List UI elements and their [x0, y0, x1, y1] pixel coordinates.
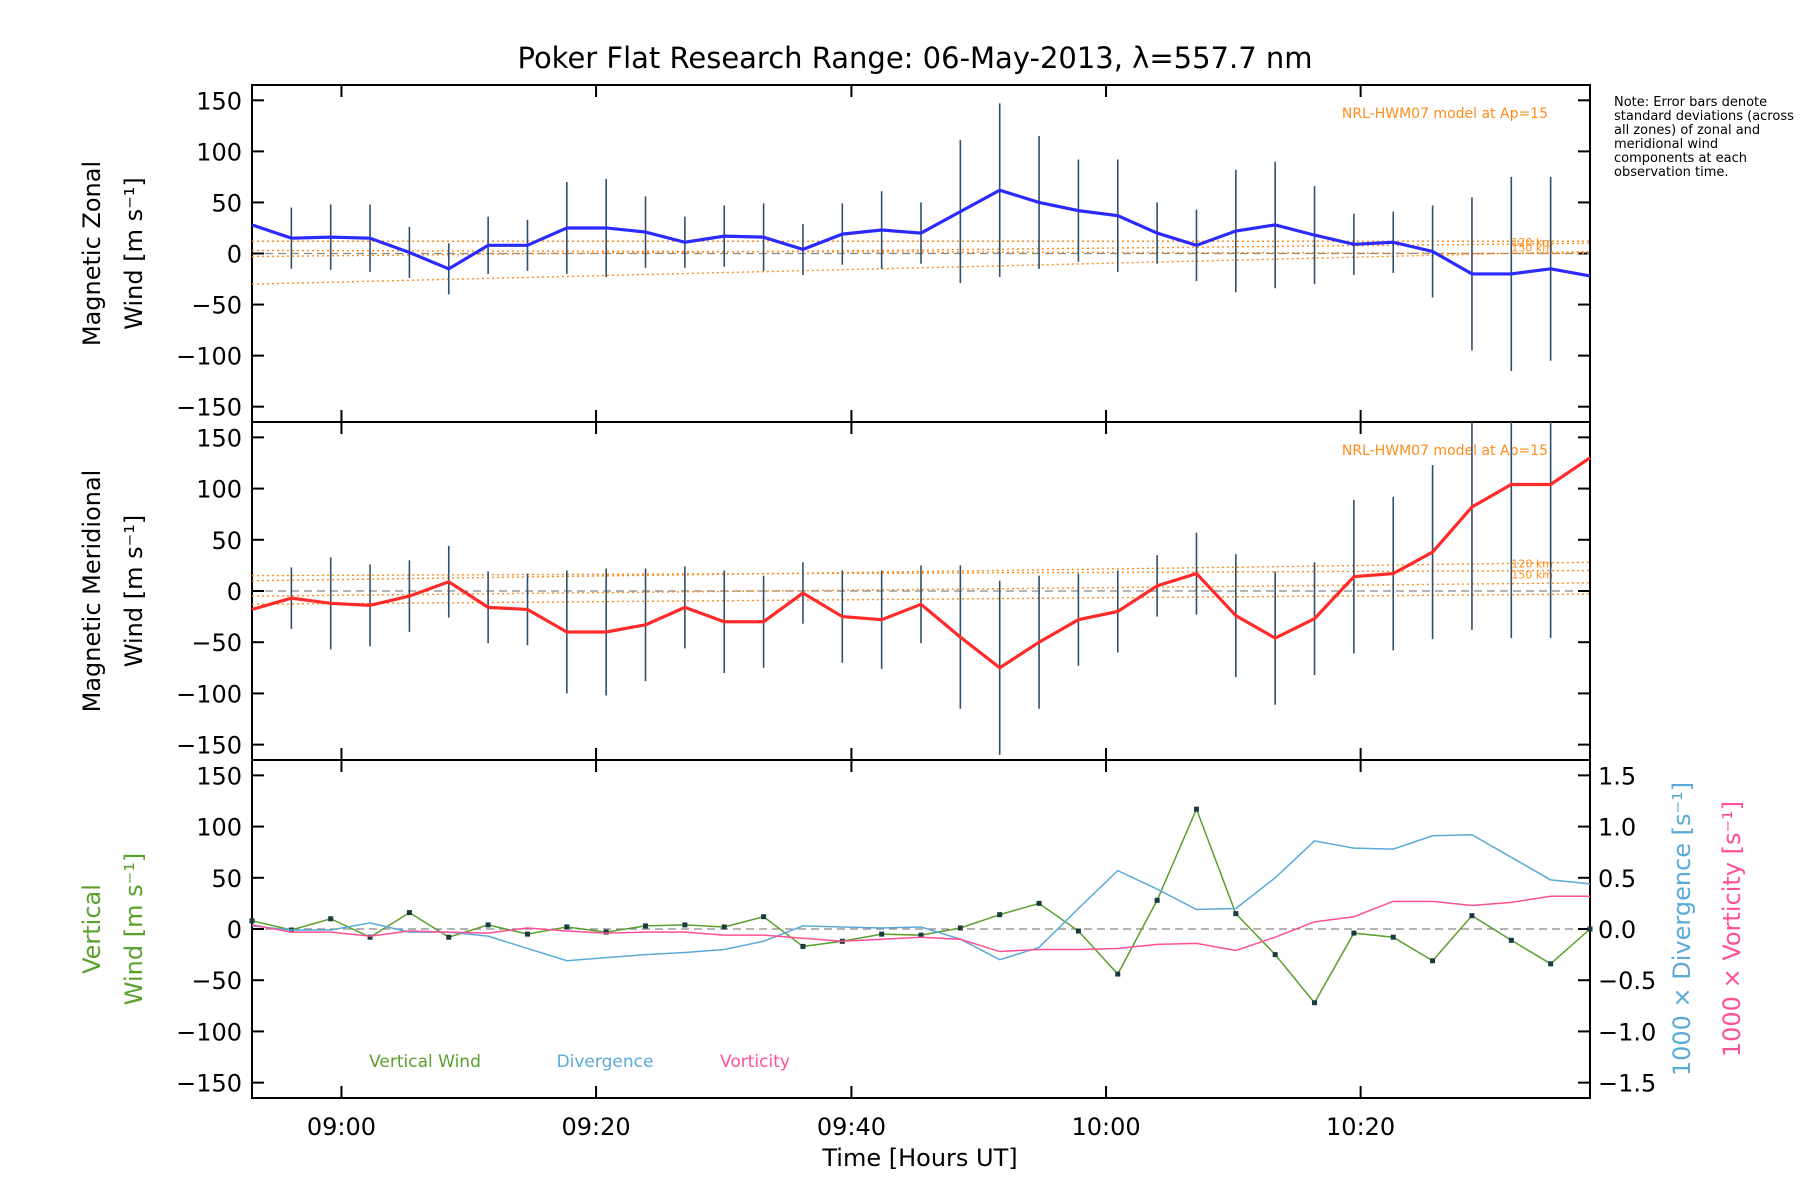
vertical-wind-point	[1469, 913, 1475, 919]
x-tick-label: 09:40	[817, 1113, 886, 1141]
x-axis-label: Time [Hours UT]	[821, 1144, 1017, 1172]
y-tick-label: −50	[191, 292, 242, 320]
y-tick-label: −100	[176, 343, 242, 371]
vertical-wind-point	[1272, 952, 1278, 958]
model-altitude-label: 150 km	[1511, 569, 1553, 582]
vertical-wind-point	[1508, 937, 1514, 943]
y2-tick-label: 1.5	[1598, 762, 1636, 790]
vorticity-axis-label: 1000 × Vorticity [s⁻¹]	[1718, 801, 1746, 1057]
vertical-wind-point	[1036, 900, 1042, 906]
model-altitude-label: 120 km	[1511, 557, 1553, 570]
y-tick-label: −100	[176, 680, 242, 708]
model-label: NRL-HWM07 model at Ap=15	[1342, 106, 1548, 122]
y-tick-label: −150	[176, 394, 242, 422]
vertical-wind-point	[1312, 1000, 1318, 1006]
y-axis-label: Vertical	[78, 884, 106, 974]
y-tick-label: 150	[196, 87, 242, 115]
vertical-wind-point	[485, 922, 491, 928]
model-curve	[251, 582, 1591, 597]
vertical-wind-point	[682, 922, 688, 928]
meridional-wind-line	[251, 456, 1591, 670]
vertical-wind-point	[1430, 958, 1436, 964]
vertical-wind-point	[406, 910, 412, 916]
y-tick-label: −100	[176, 1018, 242, 1046]
vertical-wind-point	[524, 931, 530, 937]
y-tick-label: 150	[196, 762, 242, 790]
x-tick-label: 10:20	[1326, 1113, 1395, 1141]
y-axis-label-units: Wind [m s⁻¹]	[120, 853, 148, 1005]
vertical-wind-point	[761, 914, 767, 920]
vertical-wind-point	[879, 931, 885, 937]
y-tick-label: 0	[227, 241, 242, 269]
vertical-wind-point	[1075, 928, 1081, 934]
legend-entry: Divergence	[557, 1052, 654, 1072]
vertical-wind-point	[1154, 897, 1160, 903]
model-altitude-label: 150 km	[1511, 241, 1553, 254]
vertical-wind-point	[367, 934, 373, 940]
chart-title: Poker Flat Research Range: 06-May-2013, …	[517, 41, 1312, 75]
y2-tick-label: −0.5	[1598, 967, 1656, 995]
vertical-wind-point	[918, 932, 924, 938]
vertical-wind-point	[328, 916, 334, 922]
y-axis-label-units: Wind [m s⁻¹]	[120, 177, 148, 329]
model-label: NRL-HWM07 model at Ap=15	[1342, 443, 1548, 459]
vertical-wind-point	[1587, 926, 1593, 932]
model-curve	[251, 569, 1591, 577]
y2-tick-label: −1.5	[1598, 1070, 1656, 1098]
vorticity-line	[251, 895, 1590, 953]
model-curve	[251, 250, 1591, 285]
y-axis-label: Magnetic Meridional	[78, 470, 106, 713]
y-tick-label: −50	[191, 629, 242, 657]
vertical-wind-point	[1548, 961, 1554, 967]
vertical-wind-point	[1233, 911, 1239, 917]
x-tick-label: 09:00	[307, 1113, 376, 1141]
model-curve	[251, 561, 1591, 582]
y-tick-label: 50	[211, 527, 242, 555]
y-tick-label: 50	[211, 865, 242, 893]
y-tick-label: 150	[196, 424, 242, 452]
y-tick-label: 0	[227, 916, 242, 944]
y-tick-label: −150	[176, 1070, 242, 1098]
vertical-wind-point	[643, 923, 649, 929]
model-curve	[251, 242, 1591, 258]
y-tick-label: −50	[191, 967, 242, 995]
model-altitude-label: 120 km	[1511, 236, 1553, 249]
vertical-wind-point	[249, 918, 255, 924]
legend-entry: Vorticity	[720, 1052, 790, 1072]
model-curve	[251, 593, 1591, 606]
vertical-wind-point	[1351, 930, 1357, 936]
divergence-line	[251, 834, 1591, 962]
x-tick-label: 10:00	[1071, 1113, 1140, 1141]
y2-tick-label: 0.0	[1598, 916, 1636, 944]
y-tick-label: 100	[196, 476, 242, 504]
y-tick-label: 100	[196, 814, 242, 842]
x-tick-label: 09:20	[561, 1113, 630, 1141]
vertical-wind-point	[564, 924, 570, 930]
vertical-wind-line	[251, 807, 1591, 1005]
y-tick-label: −150	[176, 732, 242, 760]
vertical-wind-point	[446, 934, 452, 940]
model-curve	[251, 249, 1591, 255]
y2-tick-label: −1.0	[1598, 1018, 1656, 1046]
legend-entry: Vertical Wind	[369, 1052, 481, 1072]
vertical-wind-point	[997, 912, 1003, 918]
vertical-wind-point	[603, 929, 609, 935]
vertical-wind-point	[1193, 806, 1199, 812]
zonal-wind-line	[251, 188, 1591, 278]
vertical-wind-point	[800, 943, 806, 949]
y-axis-label: Magnetic Zonal	[78, 161, 106, 346]
y-tick-label: 100	[196, 138, 242, 166]
y-tick-label: 50	[211, 189, 242, 217]
y-axis-label-units: Wind [m s⁻¹]	[120, 515, 148, 667]
vertical-wind-point	[957, 925, 963, 931]
vertical-wind-point	[721, 924, 727, 930]
y-tick-label: 0	[227, 578, 242, 606]
error-bar-note: Note: Error bars denote standard deviati…	[1614, 95, 1794, 180]
vertical-wind-point	[1390, 934, 1396, 940]
y2-tick-label: 1.0	[1598, 814, 1636, 842]
divergence-axis-label: 1000 × Divergence [s⁻¹]	[1668, 782, 1696, 1076]
y2-tick-label: 0.5	[1598, 865, 1636, 893]
vertical-wind-point	[1115, 971, 1121, 977]
